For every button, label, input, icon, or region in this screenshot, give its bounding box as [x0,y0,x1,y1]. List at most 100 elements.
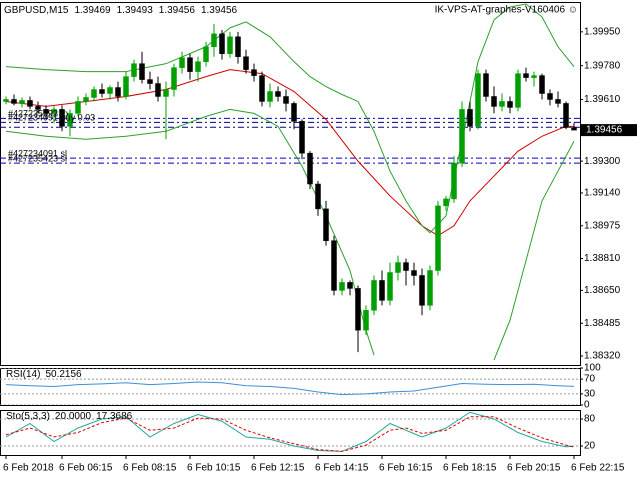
indicator-line [5,3,575,234]
x-tick-label: 6 Feb 14:15 [315,463,369,474]
candle-body [387,272,393,301]
panel-header: Sto(5,3,3) 20.0000 17.3686 [6,411,133,422]
candle-body [347,282,353,289]
panel-frame [0,410,581,456]
candle-body [139,63,145,80]
candle-body [419,275,425,306]
y-tick-label: 1.38485 [584,318,621,329]
indicator-line [5,108,575,361]
candle-body [59,109,65,127]
plot-area [0,411,580,452]
y-tick-label: 1.39140 [584,188,621,199]
x-tick-label: 6 Feb 06:15 [59,463,113,474]
candle-body [523,73,529,78]
candle-body [443,198,449,207]
candle-body [155,83,161,97]
y-tick-label: 1.39610 [584,94,621,105]
candle-body [491,96,497,107]
indicator-line [5,411,575,452]
x-tick-label: 6 Feb 08:15 [123,463,177,474]
y-tick-label: 80 [584,414,596,425]
candle-body [515,73,521,108]
y-tick-label: 100 [584,363,601,374]
candle-body [51,109,57,114]
y-tick-label: 70 [584,374,596,385]
plot-area [0,368,580,405]
y-tick-label: 1.38810 [584,253,621,264]
y-tick-label: 1.39780 [584,60,621,71]
candle-body [323,208,329,241]
indicator-title: RSI(14) [6,369,40,380]
candle-body [555,99,561,104]
panel-frame [0,2,581,366]
candle-body [371,280,377,311]
header-close: 1.39456 [201,5,238,16]
candle-body [539,75,545,94]
candle-body [339,282,345,291]
candle-body [163,89,169,97]
y-tick-label: 1.39950 [584,26,621,37]
candle-body [147,79,153,84]
order-label: #427234091 sl [8,149,67,159]
candle-body [211,33,217,48]
candle-body [3,99,9,102]
candle-body [195,61,201,72]
indicator-line [5,416,575,452]
candle-body [355,288,361,331]
header-open: 1.39469 [74,5,111,16]
candle-body [187,57,193,72]
candle-body [11,99,17,104]
candle-body [531,75,537,78]
panel-frame [0,368,581,406]
candle-body [451,162,457,200]
candle-body [227,36,233,54]
plot-area [0,3,580,361]
candle-body [427,270,433,306]
candle-body [467,109,473,127]
x-tick-label: 6 Feb 22:15 [571,463,625,474]
panel-header: RSI(14) 50.2156 [6,369,82,380]
candle-body [315,183,321,210]
candle-body [75,101,81,114]
candle-body [459,109,465,164]
order-label: #427235693 tp [8,109,68,119]
candle-body [363,310,369,331]
candle-body [243,56,249,70]
candle-body [203,46,209,62]
candle-body [171,67,177,90]
candle-body [435,205,441,271]
candle-body [83,97,89,102]
y-tick-label: 30 [584,389,596,400]
expert-label: IK-VPS-AT-graphes-V160406 ☺ [435,5,578,16]
candle-body [35,106,41,110]
y-tick-label: 20 [584,441,596,452]
current-price: 1.39456 [586,125,623,136]
y-tick-label: 1.39300 [584,156,621,167]
indicator-line [5,381,575,396]
indicator-value: 20.0000 [55,411,92,422]
candle-body [563,103,569,128]
candle-body [131,63,137,77]
candle-body [235,36,241,57]
indicator-line [5,69,574,237]
candle-body [483,73,489,97]
candle-body [403,262,409,271]
candle-body [19,100,25,104]
candle-body [499,101,505,107]
price-box [581,124,637,137]
candle-body [475,73,481,127]
x-tick-label: 6 Feb 12:15 [251,463,305,474]
y-tick-label: 0 [584,400,590,411]
candle-body [91,89,97,98]
candle-body [259,75,265,102]
x-tick-label: 6 Feb 2018 [3,463,54,474]
y-tick-label: 1.38650 [584,285,621,296]
candle-body [395,262,401,273]
candle-body [27,100,33,107]
candle-body [547,93,553,100]
x-tick-label: 6 Feb 16:15 [379,463,433,474]
order-label: #427234091 buy 0.03 [8,113,95,123]
candle-body [283,96,289,104]
indicator-value: 17.3686 [96,411,133,422]
